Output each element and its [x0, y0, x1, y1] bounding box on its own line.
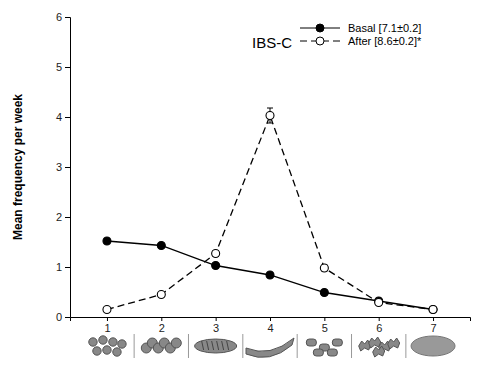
icon-divider	[405, 334, 406, 358]
legend-label: After [8.6±0.2]*	[348, 35, 422, 47]
y-tick-label: 3	[56, 161, 62, 173]
point	[103, 237, 111, 245]
legend-item: Basal [7.1±0.2]	[300, 22, 421, 34]
x-tick: 3	[213, 317, 219, 334]
legend-marker	[316, 24, 324, 32]
point	[320, 289, 328, 297]
stool-icon	[246, 338, 294, 357]
point	[212, 250, 220, 258]
y-tick-label: 0	[56, 311, 62, 323]
y-tick: 6	[56, 11, 70, 23]
x-tick-mark	[324, 317, 325, 321]
y-tick-mark	[65, 267, 70, 268]
y-tick-mark	[65, 167, 70, 168]
y-tick: 5	[56, 61, 70, 73]
series-line	[107, 116, 433, 310]
stool-icon	[359, 337, 400, 357]
x-tick-mark	[216, 317, 217, 321]
legend-item: After [8.6±0.2]*	[300, 35, 422, 47]
icon-divider	[134, 334, 135, 358]
error-bar	[267, 108, 273, 123]
x-tick-label: 7	[430, 322, 436, 334]
y-tick-label: 6	[56, 11, 62, 23]
series-line	[107, 241, 433, 310]
error-bar	[321, 265, 327, 271]
icon-divider	[188, 334, 189, 358]
point	[266, 271, 274, 279]
point	[266, 112, 274, 120]
stool-icon	[306, 339, 342, 356]
y-tick: 3	[56, 161, 70, 173]
x-tick-mark	[433, 317, 434, 321]
stool-icon	[141, 338, 181, 353]
x-tick-label: 4	[267, 322, 273, 334]
y-tick-label: 2	[56, 211, 62, 223]
x-tick-mark	[107, 317, 108, 321]
y-tick-mark	[65, 117, 70, 118]
plot-area	[103, 108, 437, 314]
point	[375, 299, 383, 307]
point	[103, 306, 111, 314]
y-tick: 1	[56, 261, 70, 273]
point	[157, 242, 165, 250]
y-tick: 2	[56, 211, 70, 223]
point	[429, 306, 437, 314]
y-axis-title: Mean frequency per week	[11, 94, 25, 240]
chart: 0 1 2 3 4 5 6 1 2 3 4 5 6 7 Mean frequency per week IBS…	[0, 0, 479, 369]
x-tick-label: 2	[159, 322, 165, 334]
error-bar	[213, 251, 219, 257]
y-tick-label: 5	[56, 61, 62, 73]
x-tick-mark	[379, 317, 380, 321]
y-tick-mark	[65, 317, 70, 318]
x-tick-label: 5	[322, 322, 328, 334]
x-axis-line	[71, 318, 471, 322]
point	[157, 291, 165, 299]
y-tick: 4	[56, 111, 70, 123]
x-tick: 7	[430, 317, 436, 334]
icon-divider	[351, 334, 352, 358]
y-tick-label: 4	[56, 111, 62, 123]
legend-label: Basal [7.1±0.2]	[348, 22, 421, 34]
y-tick-mark	[65, 217, 70, 218]
icon-divider	[297, 334, 298, 358]
x-tick-label: 1	[104, 322, 110, 334]
icon-divider	[242, 334, 243, 358]
y-axis: 0 1 2 3 4 5 6	[56, 11, 71, 323]
y-tick-label: 1	[56, 261, 62, 273]
stool-icon	[89, 336, 126, 356]
legend-title: IBS-C	[252, 34, 292, 51]
y-tick-mark	[65, 17, 70, 18]
point	[212, 262, 220, 270]
stool-icon	[411, 336, 455, 356]
legend: IBS-C Basal [7.1±0.2]After [8.6±0.2]*	[252, 22, 422, 51]
y-tick: 0	[56, 311, 70, 323]
y-tick-mark	[65, 67, 70, 68]
stool-icons	[89, 334, 455, 358]
x-tick-label: 6	[376, 322, 382, 334]
x-tick: 1	[104, 317, 110, 334]
x-axis: 1 2 3 4 5 6 7	[71, 317, 471, 334]
x-tick-mark	[161, 317, 162, 321]
x-tick: 5	[322, 317, 328, 334]
x-tick: 4	[267, 317, 273, 334]
y-axis-line	[65, 18, 71, 318]
point	[320, 264, 328, 272]
x-tick-label: 3	[213, 322, 219, 334]
legend-marker	[316, 37, 324, 45]
stool-icon	[195, 339, 237, 353]
x-tick: 6	[376, 317, 382, 334]
point	[429, 306, 437, 314]
x-tick: 2	[159, 317, 165, 334]
x-tick-mark	[270, 317, 271, 321]
